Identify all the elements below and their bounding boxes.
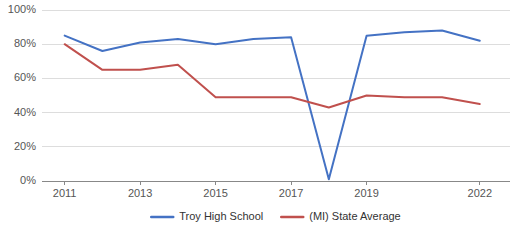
series-line — [65, 44, 480, 107]
legend-label: (MI) State Average — [309, 210, 401, 222]
x-axis-line — [42, 181, 510, 182]
grid-line — [42, 44, 510, 45]
x-tick-label: 2022 — [468, 187, 492, 199]
x-tick — [291, 181, 292, 185]
legend: Troy High School (MI) State Average — [151, 210, 400, 222]
x-axis: 2011 2013 2015 2017 2019 2022 — [42, 181, 510, 199]
grid-line — [42, 112, 510, 113]
legend-swatch — [151, 216, 173, 219]
y-tick-label: 0% — [20, 174, 36, 186]
x-tick-label: 2015 — [203, 187, 227, 199]
x-tick-label: 2013 — [128, 187, 152, 199]
x-tick-label: 2019 — [354, 187, 378, 199]
y-tick-label: 40% — [14, 106, 36, 118]
chart: 0%20%40%60%80%100%2011201320152017201920… — [0, 0, 524, 229]
grid-line — [42, 78, 510, 79]
series-lines — [65, 31, 480, 180]
x-tick — [64, 181, 65, 185]
y-tick-label: 100% — [8, 3, 36, 15]
background — [0, 0, 524, 229]
y-axis: 0% 20% 40% 60% 80% 100% — [8, 3, 36, 186]
x-tick-label: 2017 — [279, 187, 303, 199]
series-line — [65, 31, 480, 180]
y-tick-label: 60% — [14, 71, 36, 83]
legend-label: Troy High School — [179, 210, 263, 222]
grid-line — [42, 181, 510, 182]
legend-item: (MI) State Average — [281, 210, 401, 222]
legend-swatch — [281, 216, 303, 219]
x-tick-label: 2011 — [53, 187, 77, 199]
grid-line — [42, 10, 510, 11]
x-tick — [140, 181, 141, 185]
y-tick-label: 80% — [14, 37, 36, 49]
x-tick — [215, 181, 216, 185]
grid-line — [42, 146, 510, 147]
x-tick — [366, 181, 367, 185]
legend-item: Troy High School — [151, 210, 263, 222]
y-tick-label: 20% — [14, 140, 36, 152]
x-tick — [479, 181, 480, 185]
y-grid — [42, 10, 510, 181]
